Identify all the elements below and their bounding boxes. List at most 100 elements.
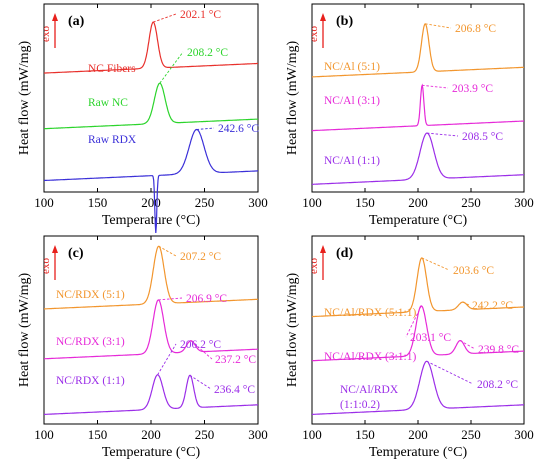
peak-label: 203.6 °C	[453, 265, 494, 277]
series-line	[44, 128, 258, 234]
x-tick-label: 250	[461, 195, 481, 210]
x-tick-label: 300	[514, 427, 534, 442]
x-tick-label: 300	[514, 195, 534, 210]
x-tick-label: 250	[195, 427, 215, 442]
series-label: NC/Al/RDX (3:1:1)	[324, 351, 416, 363]
x-tick-label: 200	[141, 427, 161, 442]
panel-label: (d)	[336, 246, 353, 261]
peak-leader	[425, 23, 452, 29]
series-line	[312, 23, 524, 78]
peak-label: 206.8 °C	[455, 23, 496, 35]
peak-leader	[422, 84, 449, 89]
second-peak-leader	[459, 340, 476, 350]
panel-b: 100 150 200 250 300 Temperature (°C) Heat flow…	[285, 3, 534, 228]
series-label: NC Fibers	[88, 63, 136, 75]
series-label: NC/Al (1:1)	[324, 155, 380, 167]
series-label-line2: (1:1:0.2)	[340, 399, 380, 411]
series-label: NC/Al (3:1)	[324, 95, 380, 107]
series-line	[312, 305, 524, 362]
x-tick-label: 100	[34, 195, 54, 210]
x-tick-label: 200	[408, 195, 428, 210]
series-line	[312, 360, 524, 415]
second-peak-leader	[190, 340, 213, 360]
peak-label: 207.2 °C	[180, 251, 221, 263]
panel-label: (b)	[336, 14, 353, 29]
series-line	[44, 299, 258, 360]
peak-label: 242.6 °C	[218, 123, 259, 135]
panel-label: (a)	[68, 14, 85, 29]
series-label: NC/RDX (3:1)	[56, 336, 125, 348]
series-label: Raw RDX	[88, 134, 137, 146]
second-peak-label: 237.2 °C	[215, 354, 256, 366]
series-label: NC/Al (5:1)	[324, 61, 380, 73]
peak-leader	[157, 343, 177, 376]
second-peak-label: 236.4 °C	[214, 384, 255, 396]
x-tick-label: 150	[88, 195, 108, 210]
second-peak-label: 242.2 °C	[472, 300, 513, 312]
x-tick-label: 200	[141, 195, 161, 210]
panel-a: 100 150 200 250 300 Temperature (°C) Heat flow…	[17, 3, 268, 234]
peak-label: 202.1 °C	[180, 9, 221, 21]
peak-leader	[158, 245, 177, 257]
series-label: NC/Al/RDX	[340, 384, 399, 396]
peak-label: 203.1 °C	[410, 332, 451, 344]
x-tick-label: 150	[355, 195, 375, 210]
x-axis-label: Temperature (°C)	[102, 213, 201, 228]
peak-label: 206.2 °C	[180, 339, 221, 351]
peak-leader	[426, 132, 459, 137]
exo-arrowhead-icon	[320, 13, 326, 21]
exo-label: exo	[40, 258, 52, 274]
x-tick-label: 250	[195, 195, 215, 210]
x-tick-label: 150	[88, 427, 108, 442]
x-tick-label: 250	[461, 427, 481, 442]
series-label: NC/RDX (5:1)	[56, 289, 125, 301]
y-axis-label: Heat flow (mW/mg)	[285, 41, 300, 156]
peak-leader	[196, 127, 215, 130]
plot-frame	[43, 3, 259, 193]
x-tick-label: 150	[355, 427, 375, 442]
series-label: NC/RDX (1:1)	[56, 375, 125, 387]
x-tick-label: 200	[408, 427, 428, 442]
exo-label: exo	[40, 26, 52, 42]
peak-label: 208.2 °C	[187, 47, 228, 59]
y-axis-label: Heat flow (mW/mg)	[17, 273, 32, 388]
x-tick-label: 300	[248, 427, 268, 442]
peak-leader	[153, 13, 177, 23]
panel-label: (c)	[68, 246, 84, 261]
peak-label: 208.2 °C	[477, 379, 518, 391]
exo-arrowhead-icon	[52, 13, 58, 21]
exo-label: exo	[308, 26, 320, 42]
peak-label: 206.9 °C	[186, 293, 227, 305]
x-tick-label: 100	[34, 427, 54, 442]
series-line	[311, 257, 524, 318]
second-peak-label: 239.8 °C	[478, 344, 519, 356]
x-tick-label: 100	[302, 195, 322, 210]
second-peak-leader	[462, 301, 470, 306]
panel-d: 100 150 200 250 300 Temperature (°C) Heat flow…	[285, 235, 534, 460]
series-line	[312, 132, 525, 185]
series-line	[43, 21, 258, 74]
panel-c: 100 150 200 250 300 Temperature (°C) Heat flow…	[17, 235, 268, 460]
x-axis-label: Temperature (°C)	[369, 445, 468, 460]
peak-label: 203.9 °C	[452, 83, 493, 95]
exo-arrowhead-icon	[320, 245, 326, 253]
exo-label: exo	[308, 258, 320, 274]
series-line	[44, 82, 258, 130]
series-line	[44, 245, 258, 310]
x-tick-label: 100	[302, 427, 322, 442]
peak-label: 208.5 °C	[462, 131, 503, 143]
x-axis-label: Temperature (°C)	[102, 445, 201, 460]
series-line	[44, 374, 258, 415]
peak-leader	[159, 51, 184, 84]
y-axis-label: Heat flow (mW/mg)	[17, 41, 32, 156]
y-axis-label: Heat flow (mW/mg)	[285, 273, 300, 388]
series-label: NC/Al/RDX (5:1:1)	[324, 307, 416, 319]
peak-leader	[421, 257, 450, 271]
peak-leader	[405, 305, 422, 338]
x-tick-label: 300	[248, 195, 268, 210]
series-label: Raw NC	[88, 97, 128, 109]
x-axis-label: Temperature (°C)	[369, 213, 468, 228]
series-line	[312, 83, 524, 132]
exo-arrowhead-icon	[52, 245, 58, 253]
